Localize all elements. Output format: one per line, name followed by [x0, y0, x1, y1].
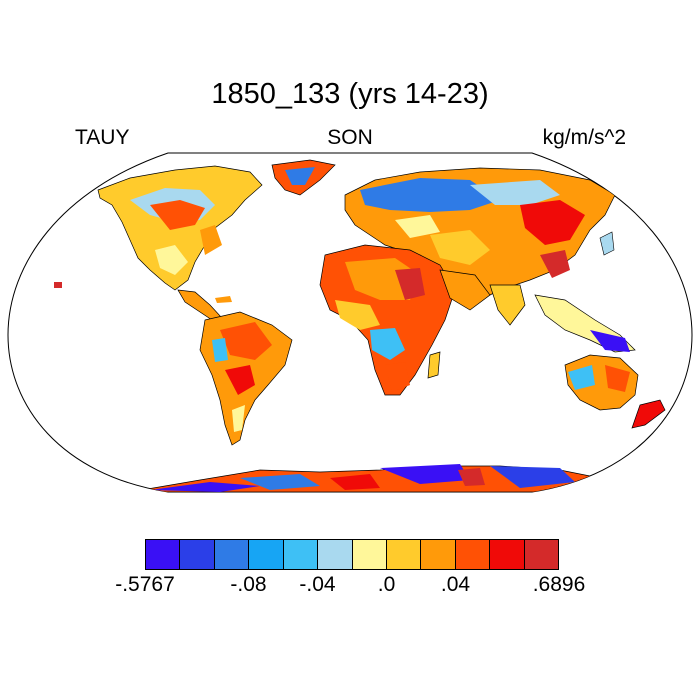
hawaii [54, 282, 62, 288]
india [489, 284, 526, 326]
madagascar [427, 351, 441, 379]
units-label: kg/m/s^2 [542, 126, 626, 149]
colorbar-box [490, 540, 525, 569]
colorbar-box [524, 540, 559, 569]
caribbean [215, 296, 232, 303]
colorbar-box [352, 540, 387, 569]
colorbar-tick-label: .04 [440, 573, 471, 596]
colorbar-box [146, 540, 181, 569]
colorbar-box [283, 540, 319, 569]
colorbar [145, 539, 559, 570]
colorbar-tick-label: -.04 [299, 573, 336, 596]
colorbar-box [214, 540, 250, 569]
colorbar-box [318, 540, 353, 569]
japan [599, 231, 615, 256]
colorbar-box [455, 540, 491, 569]
colorbar-tick-label: -.08 [230, 573, 267, 596]
colorbar-box [249, 540, 284, 569]
colorbar-tick-label: .0 [377, 573, 396, 596]
arabia [439, 269, 491, 311]
colorbar-box [421, 540, 456, 569]
new-zealand [631, 399, 666, 429]
colorbar-labels: -.5767 -.08 -.04 .0 .04 .6896 [0, 573, 700, 603]
season-label: SON [327, 126, 373, 149]
colorbar-tick-label: .6896 [532, 573, 586, 596]
variable-label: TAUY [75, 126, 130, 149]
plot-title: 1850_133 (yrs 14-23) [211, 78, 489, 110]
colorbar-tick-label: -.5767 [115, 573, 175, 596]
colorbar-box [180, 540, 215, 569]
colorbar-box [386, 540, 422, 569]
